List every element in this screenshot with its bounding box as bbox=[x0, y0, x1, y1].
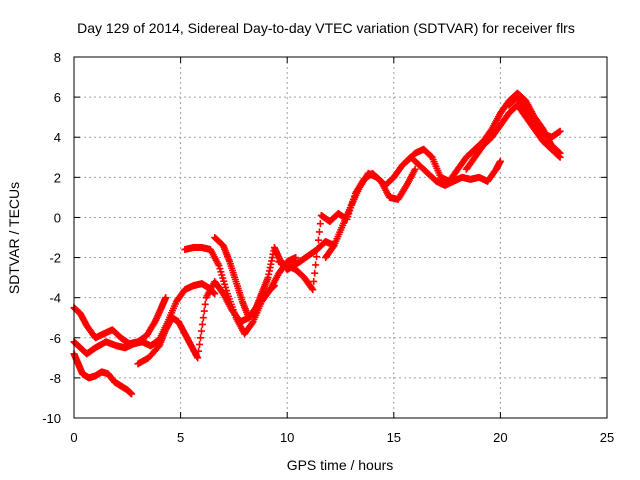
data-point bbox=[162, 294, 170, 302]
data-point bbox=[194, 354, 202, 362]
data-point bbox=[316, 220, 324, 228]
data-point bbox=[308, 284, 316, 292]
data-point bbox=[196, 340, 204, 348]
data-point bbox=[200, 307, 208, 315]
data-point bbox=[556, 127, 564, 135]
data-point bbox=[211, 290, 219, 298]
data-point bbox=[315, 228, 323, 236]
data-point bbox=[196, 334, 204, 342]
x-tick-label: 10 bbox=[280, 430, 294, 445]
x-axis-title: GPS time / hours bbox=[287, 457, 394, 473]
x-tick-label: 0 bbox=[70, 430, 77, 445]
data-point bbox=[314, 236, 322, 244]
y-tick-label: -4 bbox=[49, 291, 61, 306]
series-track-8 bbox=[322, 153, 504, 262]
data-point bbox=[411, 165, 419, 173]
series-track-10 bbox=[462, 101, 564, 173]
y-tick-label: 4 bbox=[54, 130, 61, 145]
x-tick-label: 15 bbox=[387, 430, 401, 445]
data-point bbox=[198, 320, 206, 328]
data-point bbox=[312, 261, 320, 269]
data-point bbox=[313, 253, 321, 261]
data-point bbox=[197, 327, 205, 335]
y-axis-title: SDTVAR / TECUs bbox=[6, 182, 22, 294]
series-track-7 bbox=[275, 165, 419, 294]
plot-frame bbox=[73, 56, 608, 419]
data-point bbox=[496, 157, 504, 165]
data-point bbox=[314, 244, 322, 252]
data-point bbox=[329, 243, 337, 251]
series-track-3 bbox=[70, 280, 219, 358]
y-tick-label: 6 bbox=[54, 90, 61, 105]
data-point bbox=[310, 277, 318, 285]
x-tick-label: 20 bbox=[493, 430, 507, 445]
series-track-11 bbox=[505, 93, 564, 141]
y-tick-label: 0 bbox=[54, 210, 61, 225]
data-point bbox=[201, 300, 209, 308]
x-tick-label: 25 bbox=[600, 430, 614, 445]
y-tick-label: 2 bbox=[54, 170, 61, 185]
y-tick-label: 8 bbox=[54, 50, 61, 65]
data-point bbox=[311, 269, 319, 277]
data-point bbox=[128, 390, 136, 398]
data-point bbox=[309, 286, 317, 294]
data-point bbox=[195, 347, 203, 355]
data-point bbox=[555, 152, 563, 160]
data-point bbox=[199, 314, 207, 322]
chart-title: Day 129 of 2014, Sidereal Day-to-day VTE… bbox=[77, 20, 575, 36]
y-tick-label: -6 bbox=[49, 331, 61, 346]
y-tick-label: -10 bbox=[42, 411, 61, 426]
data-point bbox=[292, 254, 300, 262]
series-track-2 bbox=[70, 350, 136, 398]
y-tick-label: -2 bbox=[49, 251, 61, 266]
data-point bbox=[248, 319, 256, 327]
data-point bbox=[556, 153, 564, 161]
series-track-1 bbox=[70, 294, 170, 348]
axis-ticks: 0 5 10 15 20 25 -10 -8 -6 -4 -2 0 2 4 6 8 bbox=[42, 50, 614, 445]
y-tick-label: -8 bbox=[49, 371, 61, 386]
data-points bbox=[70, 89, 564, 398]
x-tick-label: 5 bbox=[177, 430, 184, 445]
